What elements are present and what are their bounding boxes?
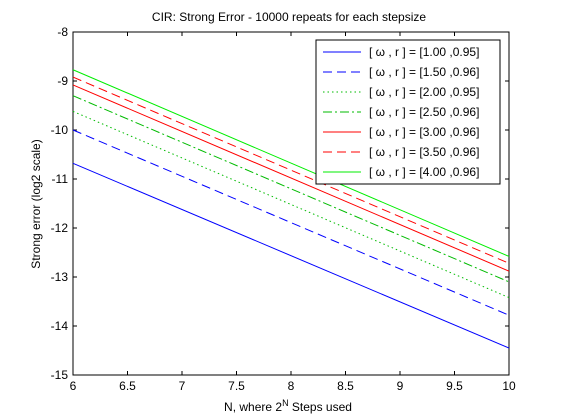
- legend: [ ω , r ] = [1.00 ,0.95] [ ω , r ] = [1.5…: [315, 39, 501, 185]
- y-tick-label: -14: [51, 319, 69, 333]
- legend-label: [ ω , r ] = [2.50 ,0.96]: [369, 105, 479, 119]
- y-tick-label: -9: [57, 74, 68, 88]
- series-line: [72, 95, 510, 283]
- series-line: [72, 162, 510, 349]
- x-tick-label: 7.5: [228, 379, 245, 393]
- y-tick-label: -11: [52, 172, 69, 186]
- chart-title: CIR: Strong Error - 10000 repeats for ea…: [152, 10, 426, 24]
- series-line: [72, 129, 510, 316]
- legend-label: [ ω , r ] = [1.00 ,0.95]: [369, 45, 479, 59]
- y-tick-label: -12: [51, 221, 69, 235]
- legend-label: [ ω , r ] = [2.00 ,0.95]: [369, 85, 479, 99]
- y-tick-label: -15: [51, 368, 69, 382]
- x-tick-label: 9: [397, 379, 404, 393]
- x-tick-label: 9.5: [446, 379, 463, 393]
- y-tick-label: -8: [57, 25, 68, 39]
- y-tick-label: -13: [51, 270, 69, 284]
- series-line: [72, 84, 510, 272]
- series-line: [72, 76, 510, 264]
- x-tick-label: 8: [288, 379, 295, 393]
- x-tick-label: 10: [502, 379, 516, 393]
- series-line: [72, 69, 510, 257]
- x-tick-label: 8.5: [337, 379, 354, 393]
- legend-label: [ ω , r ] = [3.50 ,0.96]: [369, 145, 479, 159]
- x-tick-label: 6.5: [119, 379, 136, 393]
- x-tick-label: 6: [70, 379, 77, 393]
- x-axis-label: N, where 2N Steps used: [224, 398, 352, 414]
- legend-label: [ ω , r ] = [1.50 ,0.96]: [369, 65, 479, 79]
- x-tick-label: 7: [179, 379, 186, 393]
- y-axis-label: Strong error (log2 scale): [29, 139, 43, 268]
- legend-label: [ ω , r ] = [3.00 ,0.96]: [369, 125, 479, 139]
- y-tick-label: -10: [51, 123, 69, 137]
- legend-label: [ ω , r ] = [4.00 ,0.96]: [369, 165, 479, 179]
